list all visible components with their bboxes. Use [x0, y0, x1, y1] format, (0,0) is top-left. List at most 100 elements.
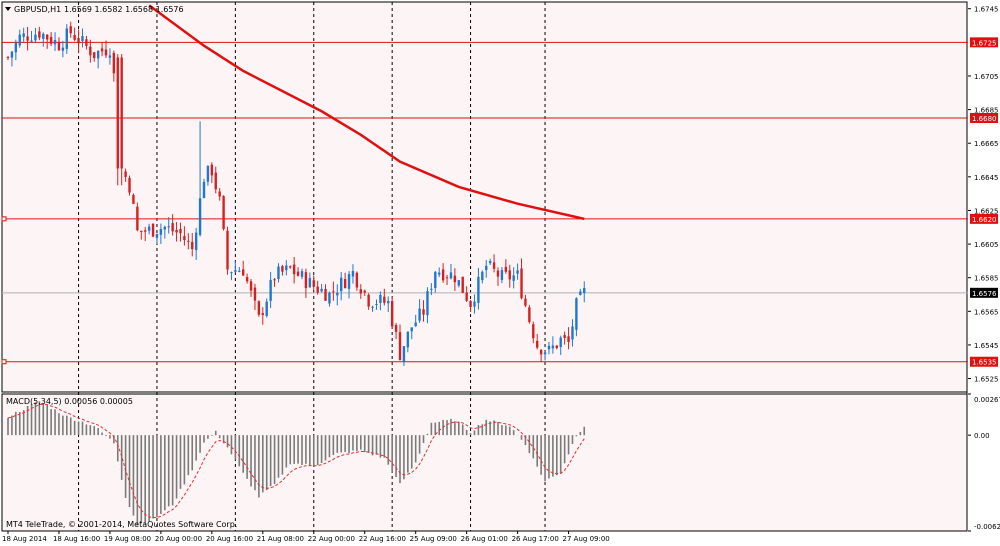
time-tick-label: 22 Aug 00:00	[308, 535, 355, 543]
price-tick-label: 1.6645	[974, 174, 999, 182]
macd-tick-label: -0.00622	[974, 523, 1000, 531]
candle-body	[320, 288, 323, 292]
candle-body	[191, 241, 194, 250]
candle-body	[567, 336, 570, 342]
time-tick-label: 26 Aug 17:00	[512, 535, 559, 543]
candle-body	[347, 274, 351, 289]
candle-body	[77, 38, 80, 44]
candle-body	[187, 240, 190, 242]
candle-body	[132, 195, 135, 204]
candle-body	[571, 326, 574, 340]
candle-body	[414, 322, 417, 327]
candle-body	[14, 42, 18, 53]
candle-body	[38, 31, 41, 38]
candle-body	[26, 36, 29, 41]
candle-body	[504, 266, 508, 272]
candle-body	[124, 171, 127, 177]
candle-body	[289, 266, 292, 268]
level-label: 1.6535	[972, 359, 997, 367]
candle-body	[340, 277, 343, 292]
candle-body	[457, 280, 460, 286]
candle-body	[383, 296, 386, 303]
price-tick-label: 1.6525	[974, 376, 999, 384]
candle-body	[22, 33, 25, 37]
candle-body	[296, 271, 300, 276]
trend-line[interactable]	[148, 4, 585, 221]
time-tick-label: 27 Aug 09:00	[563, 535, 610, 543]
candle-body	[532, 324, 535, 339]
price-tick-label: 1.6625	[974, 207, 999, 215]
candle-body	[6, 57, 10, 59]
price-tick-label: 1.6665	[974, 140, 999, 148]
candle-body	[194, 232, 198, 250]
candle-body	[155, 233, 159, 238]
candle-body	[281, 266, 284, 272]
candle-body	[312, 280, 315, 287]
candle-body	[551, 345, 555, 349]
candle-body	[426, 291, 429, 316]
candle-body	[53, 39, 57, 45]
triangle-down-icon[interactable]	[5, 7, 11, 11]
candle-body	[249, 281, 253, 291]
candle-body	[234, 270, 237, 272]
time-tick-label: 18 Aug 2014	[2, 535, 47, 543]
candle-body	[343, 278, 347, 289]
candle-body	[69, 26, 72, 34]
candle-body	[159, 228, 163, 235]
candle-body	[559, 337, 562, 348]
level-label: 1.6620	[972, 216, 997, 224]
candle-body	[226, 230, 229, 270]
horizontal-levels[interactable]	[1, 41, 968, 365]
time-axis: 18 Aug 2014 18 Aug 16:00 19 Aug 08:00 20 Au…	[2, 531, 610, 543]
macd-histogram	[7, 401, 586, 526]
candle-body	[245, 277, 249, 282]
candle-body	[198, 198, 202, 235]
level-anchor	[1, 359, 7, 365]
candle-body	[359, 289, 362, 294]
time-tick-label: 22 Aug 16:00	[359, 535, 406, 543]
candle-body	[108, 55, 112, 58]
candle-body	[398, 332, 402, 361]
level-label-bg	[970, 112, 998, 123]
time-tick-label: 25 Aug 09:00	[410, 535, 457, 543]
candle-body	[163, 226, 166, 230]
candle-body	[104, 49, 108, 56]
candle-body	[453, 275, 457, 283]
level-label: 1.6725	[972, 39, 997, 47]
candle-body	[292, 264, 296, 275]
macd-indicator-label: MACD(5,34,5) 0.00056 0.00005	[6, 397, 133, 406]
level-anchor	[1, 216, 7, 222]
candle-body	[508, 270, 511, 280]
candle-body	[230, 272, 233, 274]
candle-body	[171, 223, 174, 232]
candle-body	[379, 294, 382, 303]
trend-line-path	[148, 4, 585, 221]
candle-body	[332, 291, 335, 293]
candle-body	[387, 300, 390, 304]
price-tick-label: 1.6605	[974, 241, 999, 249]
candle-body	[390, 300, 394, 327]
price-tick-label: 1.6685	[974, 107, 999, 115]
level-label: 1.6680	[972, 115, 997, 123]
ohlc-label: 1.6569 1.6582 1.6568 1.6576	[64, 5, 184, 14]
candle-body	[430, 288, 433, 290]
candle-body	[579, 291, 582, 295]
current-price-label: 1.6576	[972, 290, 997, 298]
candle-body	[73, 35, 76, 40]
candle-body	[308, 278, 312, 288]
level-label-bg	[970, 356, 998, 367]
candle-body	[10, 51, 14, 58]
candle-body	[238, 270, 241, 272]
candle-body	[242, 269, 245, 276]
candle-body	[496, 270, 500, 277]
candle-body	[524, 298, 527, 306]
time-tick-label: 18 Aug 16:00	[53, 535, 100, 543]
candle-body	[89, 46, 92, 56]
time-tick-label: 20 Aug 00:00	[155, 535, 202, 543]
candle-body	[355, 272, 359, 288]
time-tick-label: 21 Aug 08:00	[257, 535, 304, 543]
candle-body	[96, 50, 100, 59]
candle-body	[481, 271, 484, 281]
candle-body	[434, 271, 437, 288]
